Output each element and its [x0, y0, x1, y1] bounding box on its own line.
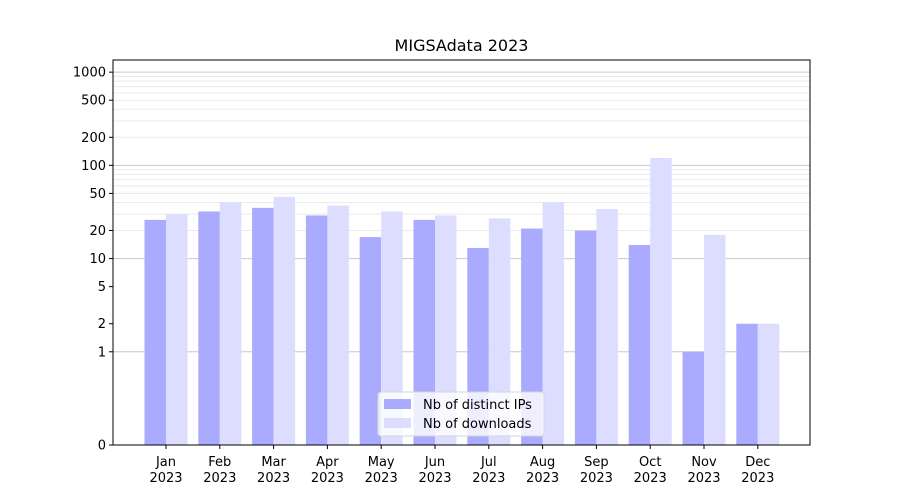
bar-downloads-nov [704, 234, 726, 445]
x-tick-label: Oct 2023 [634, 455, 667, 486]
bar-distinct-ips-mar [252, 207, 274, 445]
bars-layer [144, 157, 780, 445]
bar-distinct-ips-feb [198, 211, 220, 445]
bar-distinct-ips-dec [736, 323, 758, 445]
bar-downloads-jan [166, 214, 188, 445]
legend-box [377, 391, 545, 437]
y-tick-label: 1000 [73, 66, 106, 81]
x-tick-label: Jul 2023 [472, 455, 505, 486]
bar-downloads-apr [327, 205, 349, 445]
legend: Nb of distinct IPs Nb of downloads [377, 391, 545, 437]
bar-downloads-feb [219, 202, 242, 445]
x-tick-label: May 2023 [365, 455, 398, 486]
x-tick-label: Mar 2023 [257, 455, 290, 486]
x-tick-label: Apr 2023 [311, 455, 344, 486]
y-tick-label: 0 [98, 439, 106, 454]
x-tick-label: Jan 2023 [149, 455, 182, 486]
bar-downloads-sep [596, 209, 618, 445]
x-axis: Jan 2023 Feb 2023 Mar 2023 Apr 2023 May 2023 Jun 20… [149, 445, 774, 486]
bar-distinct-ips-aug [521, 228, 543, 445]
y-tick-label: 500 [81, 94, 106, 109]
bar-downloads-mar [273, 196, 296, 445]
x-tick-label: Sep 2023 [580, 455, 613, 486]
bar-distinct-ips-may [359, 237, 382, 445]
legend-label: Nb of distinct IPs [423, 398, 532, 413]
y-tick-label: 20 [89, 224, 106, 239]
legend-label: Nb of downloads [423, 417, 532, 432]
bar-distinct-ips-jan [144, 219, 166, 445]
bar-downloads-jun [435, 215, 457, 445]
x-tick-label: Dec 2023 [741, 455, 774, 486]
bar-downloads-oct [650, 157, 672, 445]
bar-distinct-ips-jun [413, 219, 435, 445]
bar-distinct-ips-nov [682, 351, 704, 445]
bar-downloads-jul [488, 218, 511, 445]
bar-distinct-ips-apr [305, 215, 328, 445]
plot-frame [112, 59, 811, 446]
y-tick-label: 200 [81, 131, 106, 146]
x-tick-label: Feb 2023 [203, 455, 236, 486]
y-tick-label: 2 [98, 317, 106, 332]
y-axis: 0 1 2 5 10 20 50 100 200 500 1000 [73, 66, 113, 454]
x-tick-label: Jun 2023 [418, 455, 451, 486]
y-tick-label: 100 [81, 159, 106, 174]
y-tick-label: 5 [98, 280, 106, 295]
legend-swatch [384, 399, 411, 409]
y-tick-label: 50 [89, 187, 106, 202]
bar-distinct-ips-oct [628, 244, 651, 445]
x-tick-label: Aug 2023 [526, 455, 559, 486]
legend-swatch [384, 418, 411, 428]
bar-downloads-aug [542, 202, 565, 445]
y-tick-label: 10 [89, 252, 106, 267]
y-tick-label: 1 [98, 345, 106, 360]
bar-downloads-dec [757, 323, 780, 445]
bar-downloads-may [381, 211, 403, 445]
x-tick-label: Nov 2023 [687, 455, 720, 486]
bar-distinct-ips-sep [574, 230, 597, 445]
chart-title: MIGSAdata 2023 [395, 36, 529, 55]
